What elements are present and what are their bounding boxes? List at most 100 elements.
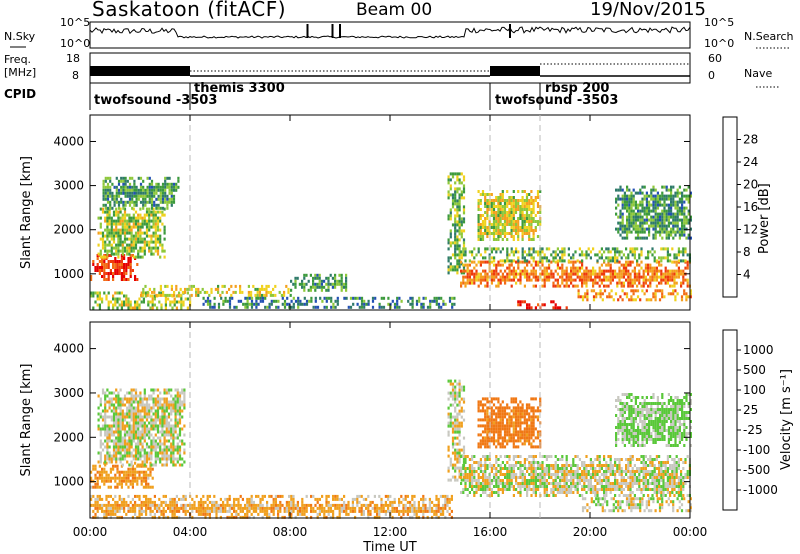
heat-cell [182,300,185,304]
heat-cell [110,418,113,422]
heat-cell [107,272,110,275]
heat-cell [228,494,231,498]
heat-cell [277,512,280,516]
heat-cell [263,509,266,513]
heat-cell [578,269,581,273]
heat-cell [143,430,146,434]
heat-cell [150,406,153,410]
heat-cell [137,197,140,201]
heat-cell [351,497,354,501]
heat-cell [616,250,619,254]
heat-cell [123,509,126,513]
heat-cell [559,275,562,279]
heat-cell [645,236,648,240]
heat-cell [181,290,184,294]
heat-cell [356,500,359,504]
heat-cell [97,394,100,398]
heat-cell [460,388,463,392]
heat-cell [415,512,418,516]
heat-cell [180,303,183,307]
heat-cell [462,400,466,404]
heat-cell [193,506,196,510]
heat-cell [131,470,134,474]
heat-cell [150,182,154,186]
heat-cell [147,503,150,507]
heat-cell [626,206,629,210]
heat-cell [689,218,692,222]
heat-cell [137,403,140,407]
heat-cell [323,285,326,289]
heat-cell [131,188,134,192]
heat-cell [510,217,513,220]
heat-cell [126,460,129,464]
heat-cell [105,494,108,498]
heat-cell [484,275,487,279]
heat-cell [495,223,498,226]
heat-cell [600,256,603,260]
heat-cell [101,418,105,422]
heat-cell [462,271,466,275]
heat-cell [165,391,168,395]
heat-cell [475,263,478,267]
heat-cell [683,188,686,192]
heat-cell [170,451,173,455]
heat-cell [143,243,146,247]
heat-cell [482,260,485,264]
heat-cell [523,266,526,270]
heat-cell [283,515,286,519]
heat-cell [137,400,140,404]
heat-cell [119,448,122,452]
heat-cell [130,436,133,440]
heat-cell [360,296,364,300]
heat-cell [222,503,225,507]
heat-cell [622,281,625,285]
heat-cell [161,457,164,461]
heat-cell [101,448,105,452]
heat-cell [652,215,655,219]
heat-cell [630,197,633,201]
heat-cell [497,196,500,199]
heat-cell [148,409,151,413]
heat-cell [139,182,143,186]
heat-cell [653,278,656,282]
heat-cell [305,503,308,507]
heat-cell [127,278,130,281]
heat-cell [639,221,642,225]
heat-cell [114,272,117,275]
heat-cell [117,448,120,452]
heat-cell [125,479,128,483]
heat-cell [581,298,585,302]
heat-cell [248,506,251,510]
heat-cell [116,485,119,489]
heat-cell [316,515,319,519]
heat-cell [119,403,122,407]
heat-cell [446,494,449,498]
heat-cell [141,454,144,458]
heat-cell [255,305,258,309]
heat-cell [170,200,173,204]
heat-cell [643,218,646,222]
heat-cell [119,415,122,419]
heat-cell [250,293,253,297]
heat-cell [123,430,127,434]
heat-cell [503,229,507,232]
heat-cell [682,272,685,276]
heat-cell [116,506,119,510]
heat-cell [160,306,163,310]
heat-cell [654,224,657,228]
heat-cell [159,228,162,232]
heat-cell [492,202,496,205]
heat-cell [104,210,107,214]
heat-cell [92,260,95,263]
heat-cell [114,300,117,304]
heat-cell [90,503,93,507]
heat-cell [120,303,123,307]
heat-cell [159,243,162,247]
heat-cell [371,500,374,504]
heat-cell [131,506,134,510]
heat-cell [683,218,686,222]
heat-cell [630,209,633,213]
heat-cell [689,289,692,293]
heat-cell [145,497,148,501]
heat-cell [664,256,667,260]
